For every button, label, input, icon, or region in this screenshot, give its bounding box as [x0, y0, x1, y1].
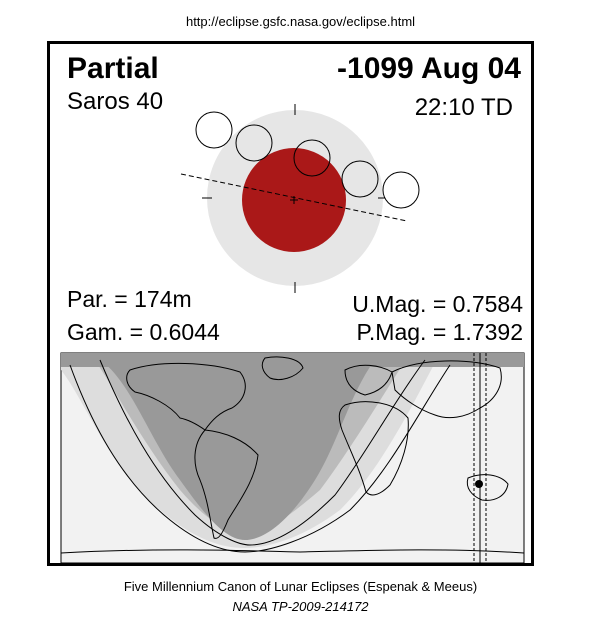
eclipse-type: Partial — [67, 52, 159, 85]
map-contour-2 — [99, 359, 426, 546]
parameter-par: Par. = 174m — [67, 286, 192, 312]
europe — [344, 364, 393, 396]
greenland — [261, 356, 304, 381]
antarctica — [61, 549, 524, 554]
parameter-gam: Gam. = 0.6044 — [67, 319, 220, 345]
moon-u1 — [235, 124, 273, 162]
eclipse-figure-frame — [47, 41, 534, 566]
map-zone-top — [61, 353, 524, 367]
south-america — [194, 429, 259, 539]
eclipse-date: -1099 Aug 04 — [337, 52, 521, 85]
australia — [466, 474, 509, 501]
moon-p1 — [195, 111, 233, 149]
parameter-umag: U.Mag. = 0.7584 — [352, 291, 523, 317]
africa — [338, 401, 409, 496]
north-america — [126, 362, 246, 431]
sub-lunar-point — [475, 480, 483, 488]
eclipse-time: 22:10 TD — [414, 94, 513, 121]
moon-max — [293, 139, 331, 177]
map-contour-1 — [69, 364, 451, 553]
moon-u4 — [341, 160, 379, 198]
world-map — [60, 352, 525, 564]
moon-p4 — [382, 171, 420, 209]
footer-reference: NASA TP-2009-214172 — [232, 599, 369, 614]
footer-credit: Five Millennium Canon of Lunar Eclipses … — [123, 579, 478, 594]
parameter-pmag: P.Mag. = 1.7392 — [356, 319, 523, 345]
moon-positions — [195, 111, 420, 209]
source-url[interactable]: http://eclipse.gsfc.nasa.gov/eclipse.htm… — [185, 14, 416, 29]
saros-number: Saros 40 — [67, 88, 164, 115]
map-zone-dark — [61, 353, 380, 540]
